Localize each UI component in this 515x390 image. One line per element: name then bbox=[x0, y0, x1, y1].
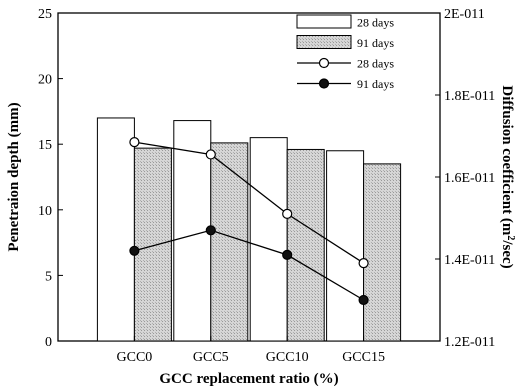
legend-swatch-marker bbox=[318, 57, 330, 69]
right-tick-label: 1.2E-011 bbox=[444, 335, 495, 350]
marker-91d-gcc0 bbox=[129, 245, 140, 256]
line-28d bbox=[134, 141, 364, 264]
left-tick-label: 15 bbox=[38, 138, 52, 153]
bar-28d-gcc0 bbox=[96, 117, 135, 342]
line-91d bbox=[134, 229, 364, 301]
left-tick-label: 0 bbox=[45, 335, 52, 350]
right-axis-ticks: 1.2E-011 1.4E-011 1.6E-011 1.8E-011 2E-011 bbox=[435, 7, 495, 350]
bar-91d-gcc10 bbox=[286, 148, 325, 342]
x-tick-label: GCC0 bbox=[117, 350, 153, 365]
left-axis-title: Penetraion depth (mm) bbox=[6, 102, 22, 251]
right-axis-title-superscript: 2 bbox=[506, 235, 515, 240]
legend-swatch-bar bbox=[296, 35, 352, 49]
marker-28d-gcc15 bbox=[358, 258, 369, 269]
right-axis-title: Diffusion coefficient (m2/sec) bbox=[499, 85, 515, 268]
right-axis-title-end: /sec) bbox=[499, 239, 515, 268]
lines-layer bbox=[129, 137, 369, 306]
legend: 28 days 91 days 28 days 91 days bbox=[296, 14, 394, 91]
left-tick-label: 10 bbox=[38, 204, 52, 219]
left-tick-label: 25 bbox=[38, 7, 52, 22]
left-tick-label: 5 bbox=[45, 269, 52, 284]
x-axis-title: GCC replacement ratio (%) bbox=[159, 371, 338, 387]
x-tick-label: GCC15 bbox=[342, 350, 385, 365]
bar-28d-gcc10 bbox=[249, 137, 288, 342]
bar-91d-gcc5 bbox=[210, 142, 249, 342]
x-tick-label: GCC5 bbox=[193, 350, 229, 365]
legend-swatch-marker bbox=[318, 78, 330, 89]
left-axis-ticks: 0 5 10 15 20 25 bbox=[38, 7, 63, 350]
bars-layer bbox=[96, 117, 402, 342]
bar-28d-gcc15 bbox=[326, 150, 365, 342]
bar-28d-gcc5 bbox=[173, 120, 212, 342]
right-axis-title-main: Diffusion coefficient (m bbox=[499, 85, 515, 235]
legend-label: 91 days bbox=[357, 77, 394, 91]
bar-91d-gcc0 bbox=[133, 147, 172, 342]
legend-label: 91 days bbox=[357, 36, 394, 50]
marker-91d-gcc5 bbox=[205, 225, 216, 236]
x-axis-ticks: GCC0 GCC5 GCC10 GCC15 bbox=[117, 336, 385, 365]
bar-91d-gcc15 bbox=[363, 163, 402, 342]
legend-label: 28 days bbox=[357, 57, 394, 71]
right-tick-label: 1.4E-011 bbox=[444, 253, 495, 268]
marker-91d-gcc15 bbox=[358, 294, 369, 306]
legend-label: 28 days bbox=[357, 16, 394, 30]
marker-28d-gcc5 bbox=[205, 149, 216, 160]
x-tick-label: GCC10 bbox=[266, 350, 309, 365]
right-tick-label: 2E-011 bbox=[444, 7, 485, 22]
left-tick-label: 20 bbox=[38, 73, 52, 88]
marker-28d-gcc10 bbox=[282, 208, 293, 219]
marker-91d-gcc10 bbox=[282, 249, 293, 260]
marker-28d-gcc0 bbox=[129, 137, 140, 148]
right-tick-label: 1.6E-011 bbox=[444, 171, 495, 186]
right-tick-label: 1.8E-011 bbox=[444, 89, 495, 104]
legend-swatch-bar bbox=[296, 14, 352, 29]
